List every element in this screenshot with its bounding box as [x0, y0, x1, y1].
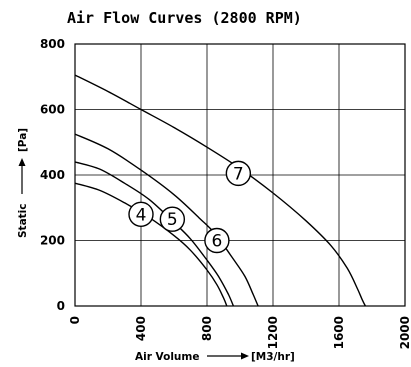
x-tick-label: 1200 [266, 316, 280, 349]
x-axis-label: Air Volume [135, 351, 199, 363]
x-tick-label: 400 [134, 316, 148, 341]
curve-4 [74, 182, 228, 307]
x-axis-arrow-head [241, 352, 249, 360]
x-tick-label: 800 [200, 316, 214, 341]
y-axis-unit: [Pa] [17, 128, 29, 152]
tick-labels: 0 400 800 1200 1600 2000 0 200 400 600 800 [40, 37, 411, 349]
curve-label-circle [159, 206, 186, 232]
y-axis-arrow-head [18, 158, 26, 166]
y-tick-label: 800 [40, 37, 65, 51]
curve-label-circle [204, 227, 230, 254]
y-axis-label: Static [17, 203, 29, 238]
plot-frame [74, 43, 406, 307]
curve-label-circle [128, 201, 154, 228]
y-tick-label: 200 [40, 234, 65, 248]
curve-5 [74, 161, 235, 307]
y-tick-label: 0 [57, 299, 65, 313]
curve-label-5: 5 [167, 210, 178, 230]
chart-title: Air Flow Curves (2800 RPM) [67, 9, 302, 27]
curve-6 [74, 133, 259, 307]
y-tick-label: 400 [40, 168, 65, 182]
x-tick-label: 1600 [332, 316, 346, 349]
curve-7 [74, 74, 367, 307]
curve-label-circle [225, 160, 252, 187]
curve-label-7: 7 [233, 164, 244, 184]
x-tick-label: 2000 [398, 316, 411, 349]
curves [74, 74, 367, 307]
curve-labels: 4 5 6 7 [128, 160, 252, 254]
curve-label-4: 4 [136, 205, 147, 225]
x-tick-label: 0 [68, 316, 82, 324]
curve-label-6: 6 [211, 232, 222, 252]
x-axis-unit: [M3/hr] [251, 351, 295, 363]
y-tick-label: 600 [40, 103, 65, 117]
y-axis-label-group: Static [Pa] [17, 128, 29, 238]
